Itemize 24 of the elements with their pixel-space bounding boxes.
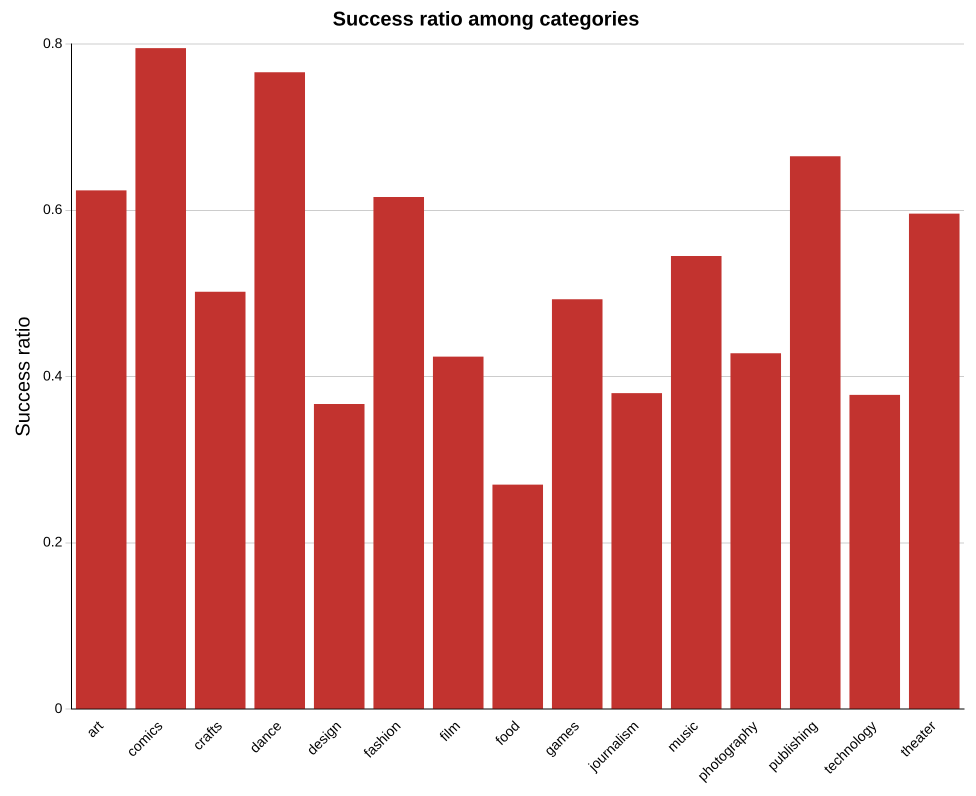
bar	[670, 256, 722, 709]
bar	[849, 394, 900, 709]
y-tick-label: 0.2	[42, 534, 63, 550]
bar	[552, 299, 603, 709]
bar	[254, 72, 306, 709]
bar	[908, 214, 960, 709]
y-tick-label: 0.4	[42, 367, 63, 384]
y-axis-title: Success ratio	[12, 316, 35, 437]
bar	[314, 404, 365, 709]
bar	[194, 292, 246, 709]
y-tick-label: 0	[54, 700, 63, 716]
bar	[373, 196, 424, 709]
bar	[76, 190, 126, 709]
bar	[790, 156, 841, 709]
x-tick-label: art	[83, 717, 106, 740]
bar	[611, 393, 662, 709]
bar	[730, 353, 782, 709]
bar	[492, 484, 544, 709]
bar	[432, 356, 484, 709]
chart-title: Success ratio among categories	[332, 8, 640, 31]
bar	[135, 48, 186, 709]
x-tick-label: film	[436, 718, 464, 744]
y-tick-label: 0.6	[42, 201, 63, 218]
y-tick-label: 0.8	[42, 34, 63, 51]
